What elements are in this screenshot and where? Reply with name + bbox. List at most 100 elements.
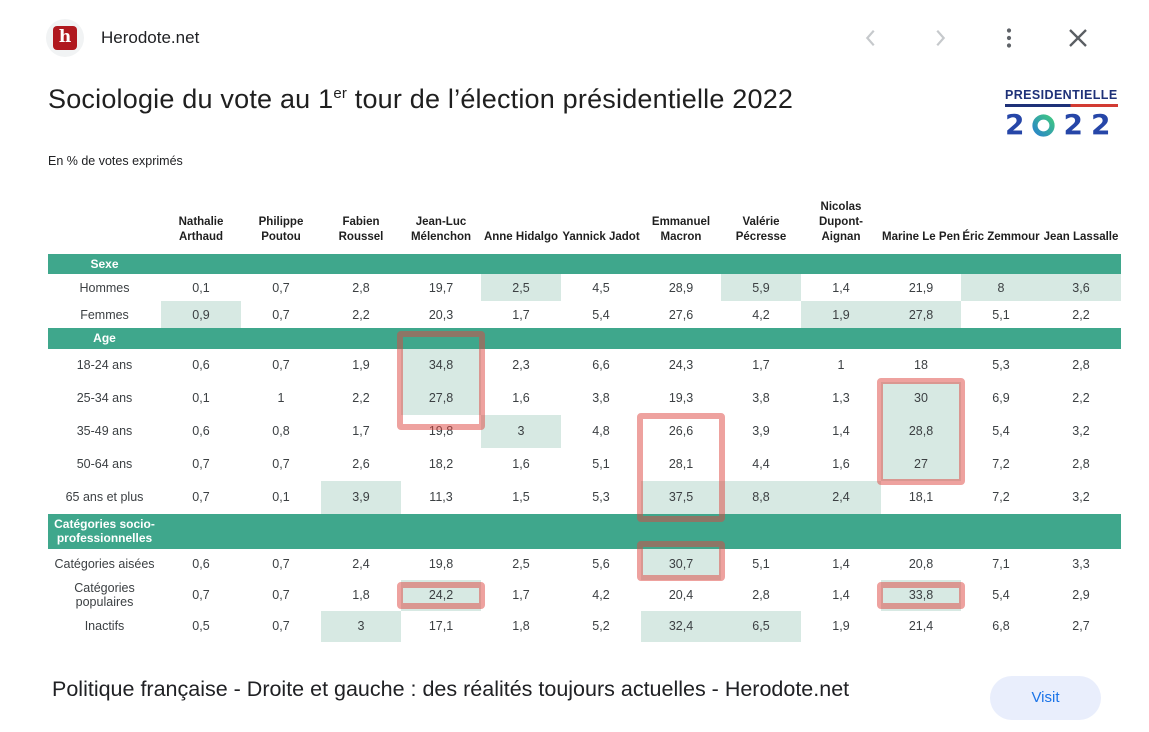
source-site-link[interactable]: h Herodote.net (46, 19, 199, 57)
viewer-nav (849, 16, 1100, 60)
site-name: Herodote.net (101, 28, 200, 47)
table-cell: 0,7 (192, 587, 210, 602)
table-cell: 1,3 (832, 391, 850, 406)
row-label: 65 ans et plus (65, 490, 144, 505)
table-cell: 6,6 (592, 358, 610, 373)
candidate-header-row: Nathalie Arthaud Philippe Poutou Fabien Ro… (48, 196, 1121, 254)
table-cell: 3,8 (592, 391, 610, 406)
section-label: Age (93, 331, 116, 346)
table-cell: 5,1 (992, 307, 1010, 322)
chevron-left-icon (865, 29, 875, 47)
table-cell: 1,9 (801, 301, 881, 329)
logo-wordmark: PRESIDENTIELLE (1005, 88, 1118, 107)
table-cell: 0,7 (192, 457, 210, 472)
table-cell: 2,4 (352, 556, 370, 571)
table-cell: 5,3 (992, 358, 1010, 373)
table-cell: 2,8 (752, 587, 770, 602)
table-cell: 1,8 (512, 618, 530, 633)
table-cell: 24,2 (401, 579, 481, 611)
table-row: 18-24 ans 0,6 0,7 1,9 34,8 2,3 6,6 24,3 1,7 1 18 5,… (48, 348, 1121, 382)
row-label: 18-24 ans (76, 358, 133, 373)
table-cell: 1,7 (352, 424, 370, 439)
table-cell: 0,1 (272, 490, 290, 505)
chevron-right-icon (936, 29, 946, 47)
table-cell: 1,8 (352, 587, 370, 602)
candidate-header: Anne Hidalgo (483, 231, 559, 244)
candidate-header: Éric Zemmour (962, 231, 1040, 244)
table-cell: 5,4 (992, 587, 1010, 602)
previous-image-button[interactable] (849, 16, 893, 60)
table-cell: 4,5 (592, 280, 610, 295)
table-cell: 17,1 (428, 618, 454, 633)
close-viewer-button[interactable] (1056, 16, 1100, 60)
logo-digit: 2 (1063, 108, 1083, 141)
table-cell: 0,6 (192, 424, 210, 439)
title-superscript: er (333, 85, 348, 102)
table-cell: 24,3 (668, 358, 694, 373)
table-cell: 1,4 (832, 556, 850, 571)
table-cell: 1,4 (832, 280, 850, 295)
more-options-button[interactable] (987, 16, 1031, 60)
table-cell: 11,3 (429, 490, 453, 505)
table-cell: 2,5 (512, 556, 530, 571)
table-cell: 20,4 (668, 587, 694, 602)
table-cell: 19,8 (428, 424, 454, 439)
candidate-header: Nicolas Dupont-Aignan (818, 201, 864, 244)
table-row: Catégories populaires 0,7 0,7 1,8 24,2 1,7 4,2… (48, 579, 1121, 611)
herodote-logo-icon: h (53, 26, 77, 50)
table-cell: 2,2 (1072, 391, 1090, 406)
table-row: 35-49 ans 0,6 0,8 1,7 19,8 3 4,8 26,6 3,9 1,4 28,8… (48, 414, 1121, 448)
candidate-header: Emmanuel Macron (651, 216, 711, 244)
table-cell: 5,9 (721, 274, 801, 302)
table-cell: 4,2 (752, 307, 770, 322)
table-cell: 0,7 (272, 280, 290, 295)
table-cell: 0,6 (192, 358, 210, 373)
table-cell: 1,9 (352, 358, 370, 373)
table-row: Femmes 0,9 0,7 2,2 20,3 1,7 5,4 27,6 4,2 1,9 27,8 5… (48, 301, 1121, 329)
table-cell: 2,2 (352, 307, 370, 322)
table-row: 50-64 ans 0,7 0,7 2,6 18,2 1,6 5,1 28,1 4,4 1,6 27… (48, 447, 1121, 481)
table-cell: 3,9 (321, 480, 401, 514)
table-cell: 3,6 (1041, 274, 1121, 302)
table-cell: 19,3 (668, 391, 694, 406)
title-text: Sociologie du vote au 1 (48, 84, 334, 114)
table-cell: 2,9 (1072, 587, 1090, 602)
table-row: Hommes 0,1 0,7 2,8 19,7 2,5 4,5 28,9 5,9 1,4 21,9 8… (48, 274, 1121, 302)
next-image-button[interactable] (918, 16, 962, 60)
candidate-header: Marine Le Pen (882, 231, 960, 244)
logo-ring-zero-icon (1032, 113, 1056, 137)
table-cell: 18 (914, 358, 928, 373)
visit-button[interactable]: Visit (990, 675, 1101, 720)
table-cell: 7,2 (992, 457, 1010, 472)
table-cell: 3,3 (1072, 556, 1090, 571)
table-row: 25-34 ans 0,1 1 2,2 27,8 1,6 3,8 19,3 3,8 1,3 30 6,… (48, 381, 1121, 415)
table-cell: 2,7 (1072, 618, 1090, 633)
table-cell: 6,8 (992, 618, 1010, 633)
table-cell: 1 (837, 358, 845, 373)
table-cell: 28,8 (881, 414, 961, 448)
table-cell: 0,7 (272, 556, 290, 571)
table-cell: 5,1 (752, 556, 770, 571)
table-cell: 0,1 (192, 280, 210, 295)
section-label: Catégories socio-professionnelles (54, 516, 155, 546)
candidate-header: Valérie Pécresse (735, 216, 787, 244)
section-label: Sexe (90, 257, 119, 271)
table-cell: 27,8 (881, 301, 961, 329)
result-title-link[interactable]: Politique française - Droite et gauche :… (52, 676, 850, 701)
table-cell: 0,7 (192, 490, 210, 505)
table-cell: 5,3 (592, 490, 610, 505)
table-cell: 1,6 (512, 391, 530, 406)
page-title: Sociologie du vote au 1er tour de l’élec… (48, 84, 793, 115)
table-cell: 0,7 (272, 457, 290, 472)
row-label: 35-49 ans (76, 424, 133, 439)
table-cell: 32,4 (641, 610, 721, 642)
table-cell: 0,1 (192, 391, 210, 406)
table-cell: 2,6 (352, 457, 370, 472)
table-cell: 27 (881, 447, 961, 481)
table-cell: 2,4 (801, 480, 881, 514)
table-row: Inactifs 0,5 0,7 3 17,1 1,8 5,2 32,4 6,5 1,9 21,4 6… (48, 610, 1121, 642)
close-icon (1069, 29, 1087, 47)
table-cell: 2,8 (1072, 457, 1090, 472)
table-cell: 19,7 (428, 280, 454, 295)
